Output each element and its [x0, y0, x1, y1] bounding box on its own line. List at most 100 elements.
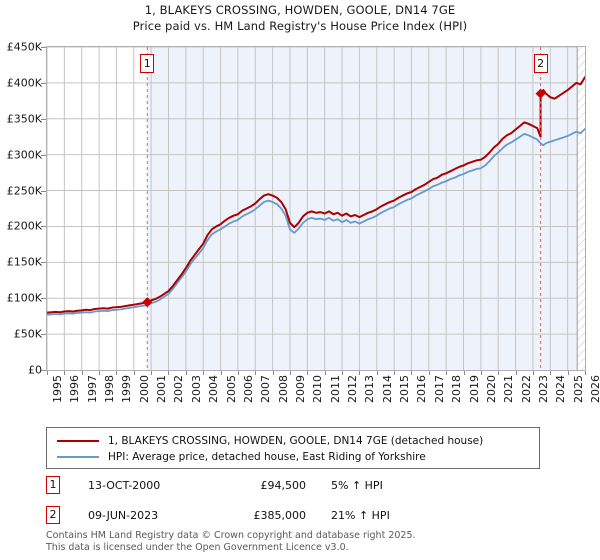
- x-axis-tick-mark: [255, 371, 257, 375]
- legend-item-property: 1, BLAKEYS CROSSING, HOWDEN, GOOLE, DN14…: [55, 433, 531, 449]
- x-axis-tick-label: 1996: [68, 375, 82, 403]
- y-axis-tick-label: £350K: [6, 112, 42, 126]
- y-axis-tick-label: £400K: [6, 76, 42, 90]
- sale-badge-1: 1: [46, 476, 60, 494]
- x-axis-tick-label: 1998: [103, 375, 117, 403]
- x-axis: 1995 1996 1997 1998 1999 2000 2001 2002 2003 2004…: [0, 371, 600, 431]
- x-axis-tick-label: 2020: [484, 375, 498, 403]
- x-axis-tick-label: 2000: [137, 375, 151, 403]
- x-axis-tick-mark: [272, 371, 274, 375]
- x-axis-tick-label: 2008: [276, 375, 290, 403]
- x-axis-tick-label: 2017: [432, 375, 446, 403]
- x-axis-tick-mark: [307, 371, 309, 375]
- y-axis-tick-mark: [41, 370, 46, 371]
- x-axis-tick-label: 2002: [172, 375, 186, 403]
- x-axis-tick-label: 2024: [554, 375, 568, 403]
- x-axis-tick-label: 2001: [155, 375, 169, 403]
- plot-canvas: [47, 47, 585, 370]
- x-axis-tick-label: 2023: [536, 375, 550, 403]
- sale-row-2: 2 09-JUN-2023 £385,000 21% ↑ HPI: [46, 505, 566, 525]
- sale-marker-box-2: 2: [533, 54, 548, 73]
- y-axis-tick-label: £100K: [6, 291, 42, 305]
- x-axis-tick-label: 2025: [571, 375, 585, 403]
- x-axis-tick-mark: [411, 371, 413, 375]
- x-axis-tick-mark: [376, 371, 378, 375]
- x-axis-tick-mark: [203, 371, 205, 375]
- x-axis-tick-mark: [47, 371, 48, 375]
- x-axis-tick-label: 1997: [85, 375, 99, 403]
- x-axis-tick-label: 2026: [589, 375, 600, 403]
- x-axis-tick-mark: [585, 371, 586, 375]
- legend-swatch-hpi: [57, 456, 99, 458]
- x-axis-tick-mark: [567, 371, 569, 375]
- y-axis-tick-mark: [41, 154, 46, 156]
- sale-price-2: £385,000: [253, 508, 307, 522]
- x-axis-tick-mark: [151, 371, 153, 375]
- y-axis-tick-label: £50K: [13, 327, 42, 341]
- x-axis-tick-label: 2022: [519, 375, 533, 403]
- x-axis-tick-label: 2006: [241, 375, 255, 403]
- x-axis-tick-label: 2007: [259, 375, 273, 403]
- x-axis-tick-label: 2014: [380, 375, 394, 403]
- y-axis: £0 £50K £100K £150K £200K £250K £300K £350K £400…: [0, 0, 46, 560]
- x-axis-tick-mark: [498, 371, 500, 375]
- chart-legend: 1, BLAKEYS CROSSING, HOWDEN, GOOLE, DN14…: [46, 427, 540, 469]
- x-axis-tick-mark: [359, 371, 361, 375]
- sale-marker-box-1: 1: [140, 54, 155, 73]
- x-axis-tick-label: 2009: [293, 375, 307, 403]
- x-axis-tick-mark: [480, 371, 482, 375]
- x-axis-tick-mark: [428, 371, 430, 375]
- sale-date-2: 09-JUN-2023: [88, 508, 159, 522]
- x-axis-tick-mark: [133, 371, 135, 375]
- sale-price-1: £94,500: [260, 478, 307, 492]
- y-axis-tick-mark: [41, 47, 46, 48]
- x-axis-tick-mark: [220, 371, 222, 375]
- y-axis-tick-label: £200K: [6, 219, 42, 233]
- x-axis-tick-mark: [550, 371, 552, 375]
- x-axis-tick-mark: [99, 371, 101, 375]
- x-axis-tick-label: 2016: [415, 375, 429, 403]
- legend-item-hpi: HPI: Average price, detached house, East…: [55, 449, 531, 465]
- x-axis-tick-mark: [168, 371, 170, 375]
- y-axis-tick-label: £0: [28, 363, 42, 377]
- x-axis-tick-label: 2010: [311, 375, 325, 403]
- plot-area: [46, 46, 586, 371]
- x-axis-tick-label: 2019: [467, 375, 481, 403]
- x-axis-tick-mark: [463, 371, 465, 375]
- x-axis-tick-mark: [446, 371, 448, 375]
- footer-line-1: Contains HM Land Registry data © Crown c…: [46, 530, 416, 541]
- y-axis-tick-mark: [41, 298, 46, 300]
- sale-date-1: 13-OCT-2000: [88, 478, 161, 492]
- x-axis-tick-mark: [532, 371, 534, 375]
- footer-line-2: This data is licensed under the Open Gov…: [46, 541, 349, 553]
- page-subtitle: Price paid vs. HM Land Registry's House …: [132, 19, 468, 33]
- x-axis-tick-mark: [324, 371, 326, 375]
- y-axis-tick-mark: [41, 82, 46, 84]
- x-axis-tick-label: 2004: [207, 375, 221, 403]
- x-axis-tick-mark: [237, 371, 239, 375]
- y-axis-tick-mark: [41, 262, 46, 264]
- page-title: 1, BLAKEYS CROSSING, HOWDEN, GOOLE, DN14…: [144, 3, 456, 17]
- legend-swatch-property: [57, 440, 99, 442]
- x-axis-tick-label: 2018: [450, 375, 464, 403]
- x-axis-tick-label: 2021: [502, 375, 516, 403]
- x-axis-tick-label: 1995: [51, 375, 64, 403]
- y-axis-tick-label: £450K: [6, 40, 42, 54]
- x-axis-tick-mark: [342, 371, 344, 375]
- x-axis-tick-label: 2013: [363, 375, 377, 403]
- legend-label-property: 1, BLAKEYS CROSSING, HOWDEN, GOOLE, DN14…: [108, 435, 484, 447]
- y-axis-tick-mark: [41, 118, 46, 120]
- sale-badge-2: 2: [46, 506, 60, 524]
- x-axis-tick-mark: [289, 371, 291, 375]
- chart-title-block: 1, BLAKEYS CROSSING, HOWDEN, GOOLE, DN14…: [0, 2, 600, 34]
- x-axis-tick-label: 2005: [224, 375, 238, 403]
- y-axis-tick-label: £250K: [6, 184, 42, 198]
- x-axis-tick-mark: [81, 371, 83, 375]
- sale-row-1: 1 13-OCT-2000 £94,500 5% ↑ HPI: [46, 475, 566, 495]
- x-axis-tick-label: 2011: [328, 375, 342, 403]
- y-axis-tick-mark: [41, 226, 46, 228]
- y-axis-tick-mark: [41, 334, 46, 336]
- x-axis-tick-mark: [515, 371, 517, 375]
- y-axis-tick-label: £300K: [6, 148, 42, 162]
